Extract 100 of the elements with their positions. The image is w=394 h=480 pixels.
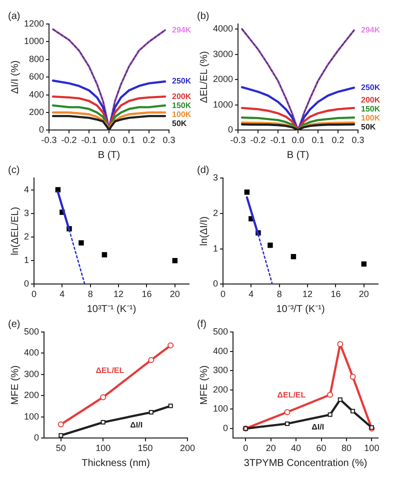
x-tick-label: 0.0 (292, 135, 304, 146)
chart-title: (c) (8, 164, 20, 176)
x-tick-label: 20 (358, 289, 369, 300)
y-tick-label: 1 (212, 243, 218, 254)
x-tick-label: 80 (341, 443, 352, 454)
chart-title: (d) (197, 164, 210, 176)
series-label: 100K (361, 113, 380, 122)
y-tick-label: 4 (24, 184, 30, 194)
y-tick-label: 0 (212, 278, 218, 289)
x-tick-label: 16 (142, 289, 152, 300)
x-tick-label: 150 (138, 443, 153, 454)
x-tick-label: 40 (291, 443, 302, 454)
y-tick-label: 200 (212, 384, 228, 394)
series-label: 294K (172, 25, 192, 34)
x-tick-label: 0.3 (352, 135, 364, 146)
x-tick-label: -0.3 (41, 135, 57, 146)
series-label: 100K (172, 110, 192, 119)
x-tick-label: -0.1 (270, 135, 286, 146)
x-tick-label: 12 (302, 289, 313, 300)
y-tick-label: 400 (24, 348, 40, 358)
x-tick-label: -0.2 (250, 135, 266, 146)
y-axis-title: MFE (%) (10, 365, 21, 405)
x-tick-label: -0.1 (81, 135, 97, 146)
y-tick-label: 2000 (212, 74, 234, 84)
series-label: 250K (361, 82, 380, 92)
x-tick-label: -0.2 (61, 135, 77, 146)
x-axis-title: B (T) (98, 150, 120, 161)
x-tick-label: 20 (266, 443, 276, 454)
x-axis-title: 10⁻³/T (K⁻¹) (276, 304, 325, 315)
y-tick-label: 800 (28, 54, 44, 64)
y-tick-label: 1000 (212, 99, 234, 110)
chart-title: (f) (197, 318, 206, 330)
series-label: 250K (172, 76, 192, 86)
y-tick-label: 1 (24, 255, 30, 266)
y-axis-title: ΔEL/EL (%) (198, 51, 210, 104)
x-tick-label: 16 (330, 289, 341, 300)
series-label: ΔI/I (312, 422, 324, 432)
y-axis-title: ln(ΔI/I) (198, 216, 210, 246)
y-tick-label: 2 (24, 231, 30, 242)
y-tick-label: 4000 (212, 24, 234, 34)
x-axis-title: 3TPYMB Concentration (%) (244, 458, 368, 469)
y-tick-label: 300 (212, 365, 228, 376)
series-label: 50K (361, 122, 376, 132)
x-tick-label: 0.2 (332, 135, 344, 146)
y-tick-label: 400 (28, 89, 44, 100)
y-tick-label: 1200 (24, 18, 44, 28)
y-tick-label: 500 (212, 326, 228, 336)
y-tick-label: 3000 (212, 48, 234, 59)
x-axis-title: B (T) (286, 150, 310, 161)
series-label: 150K (172, 100, 192, 110)
x-axis-title: Thickness (nm) (82, 458, 150, 469)
x-tick-label: 0.1 (312, 135, 324, 146)
x-tick-label: 0.3 (162, 135, 176, 146)
y-axis-title: MFE (%) (198, 365, 210, 405)
y-tick-label: 3 (24, 208, 30, 218)
series-label: 150K (361, 104, 380, 114)
x-tick-label: 8 (88, 289, 93, 300)
x-axis-title: 10³T⁻¹ (K⁻¹) (86, 304, 136, 315)
x-tick-label: 8 (276, 289, 282, 300)
series-label: 294K (361, 26, 380, 35)
x-tick-label: 4 (248, 289, 254, 300)
y-tick-label: 0 (39, 124, 44, 135)
y-tick-label: 0 (228, 124, 234, 135)
y-tick-label: 300 (24, 368, 40, 379)
x-tick-label: 50 (56, 443, 66, 454)
series-label: 200K (172, 92, 192, 101)
series-label: ΔI/I (130, 420, 143, 430)
y-tick-label: 0 (223, 423, 228, 434)
chart-title: (b) (197, 10, 210, 22)
y-tick-label: 2 (212, 208, 218, 218)
y-tick-label: 1000 (24, 36, 44, 46)
x-tick-label: 20 (170, 289, 180, 300)
y-tick-label: 0 (34, 432, 40, 443)
y-tick-label: 500 (24, 326, 40, 336)
x-tick-label: 0.2 (142, 135, 156, 146)
y-axis-title: ΔI/I (%) (10, 60, 21, 94)
y-tick-label: 200 (28, 106, 44, 117)
y-tick-label: 100 (24, 411, 40, 422)
y-tick-label: 0 (24, 278, 30, 289)
x-tick-label: 12 (114, 289, 124, 300)
series-label: ΔEL/EL (277, 390, 306, 400)
series-label: 50K (172, 118, 187, 128)
x-tick-label: 100 (96, 443, 111, 454)
y-tick-label: 600 (28, 72, 44, 82)
chart-title: (e) (8, 318, 20, 330)
chart-title: (a) (8, 10, 20, 22)
y-tick-label: 3 (212, 172, 218, 182)
x-tick-label: 0 (243, 443, 248, 454)
x-tick-label: 200 (180, 443, 196, 454)
y-axis-title: ln(ΔEL/EL) (10, 206, 21, 256)
x-tick-label: 100 (364, 443, 380, 454)
x-tick-label: 0.0 (102, 135, 116, 146)
series-label: ΔEL/EL (96, 366, 124, 375)
x-tick-label: 4 (60, 289, 65, 300)
x-tick-label: 60 (316, 443, 326, 454)
series-label: 200K (361, 95, 380, 104)
y-tick-label: 100 (212, 404, 228, 414)
x-tick-label: -0.3 (230, 135, 246, 146)
y-tick-label: 200 (24, 390, 40, 400)
y-tick-label: 400 (212, 346, 228, 356)
